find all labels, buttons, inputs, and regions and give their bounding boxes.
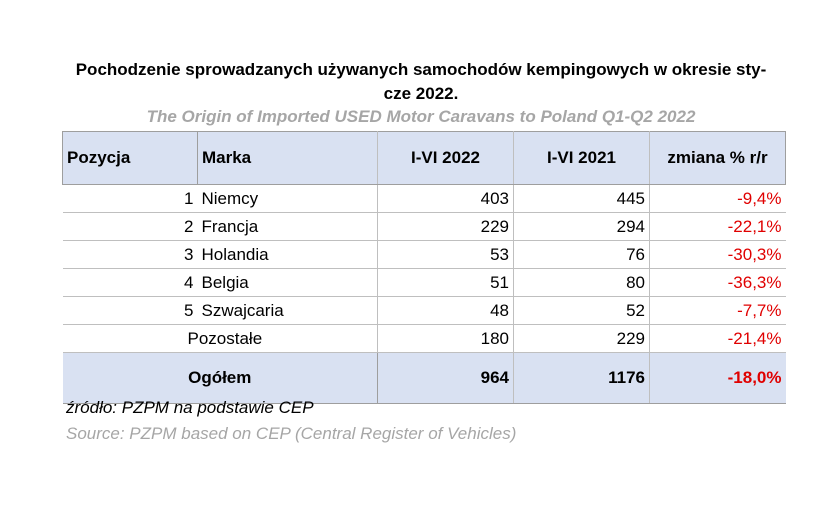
cell-2021: 445 [513,184,650,213]
source-note-pl: źródło: PZPM na podstawie CEP [66,398,314,417]
page-title-line2: cze 2022. [383,84,459,103]
cell-change: -7,7% [649,296,786,325]
cell-2021: 80 [513,268,650,297]
cell-pos: 3 [62,240,198,269]
cell-2022: 51 [377,268,514,297]
total-2022: 964 [377,352,514,404]
table-row: 2 Francja 229 294 -22,1% [62,212,786,241]
cell-change: -9,4% [649,184,786,213]
cell-2021: 229 [513,324,650,353]
page-title-line1: Pochodzenie sprowadzanych używanych samo… [75,60,767,79]
total-2021: 1176 [513,352,650,404]
cell-other-label: Pozostałe [188,324,378,353]
cell-2022: 403 [377,184,514,213]
cell-marka: Szwajcaria [197,296,378,325]
other-label: Pozostałe [187,328,263,348]
source-note-en: Source: PZPM based on CEP (Central Regis… [66,424,517,443]
col-header-2021: I-VI 2021 [513,131,650,185]
cell-2022: 48 [377,296,514,325]
table-row: 3 Holandia 53 76 -30,3% [62,240,786,269]
table-row-total: Ogółem 964 1176 -18,0% [62,352,786,404]
cell-2021: 52 [513,296,650,325]
cell-marka: Belgia [197,268,378,297]
table-row: 4 Belgia 51 80 -36,3% [62,268,786,297]
table-row-other: Pozostałe 180 229 -21,4% [62,324,786,353]
cell-2022: 180 [377,324,514,353]
page-subtitle: The Origin of Imported USED Motor Carava… [146,107,696,126]
col-header-2022: I-VI 2022 [377,131,514,185]
cell-2021: 76 [513,240,650,269]
cell-2022: 53 [377,240,514,269]
col-header-change: zmiana % r/r [649,131,786,185]
cell-marka: Francja [197,212,378,241]
cell-marka: Niemcy [197,184,378,213]
cell-marka: Holandia [197,240,378,269]
cell-change: -30,3% [649,240,786,269]
cell-pos: 4 [62,268,198,297]
table-row: 1 Niemcy 403 445 -9,4% [62,184,786,213]
table-row: 5 Szwajcaria 48 52 -7,7% [62,296,786,325]
cell-pos: 1 [62,184,198,213]
col-header-marka: Marka [197,131,378,185]
cell-2021: 294 [513,212,650,241]
origin-table: Pozycja Marka I-VI 2022 I-VI 2021 zmiana… [62,131,786,404]
total-label: Ogółem [62,352,378,404]
cell-pos [62,324,198,353]
cell-change: -22,1% [649,212,786,241]
table-header-row: Pozycja Marka I-VI 2022 I-VI 2021 zmiana… [62,131,786,185]
cell-2022: 229 [377,212,514,241]
total-change: -18,0% [649,352,786,404]
cell-change: -36,3% [649,268,786,297]
cell-change: -21,4% [649,324,786,353]
col-header-pozycja: Pozycja [62,131,198,185]
cell-pos: 2 [62,212,198,241]
cell-pos: 5 [62,296,198,325]
